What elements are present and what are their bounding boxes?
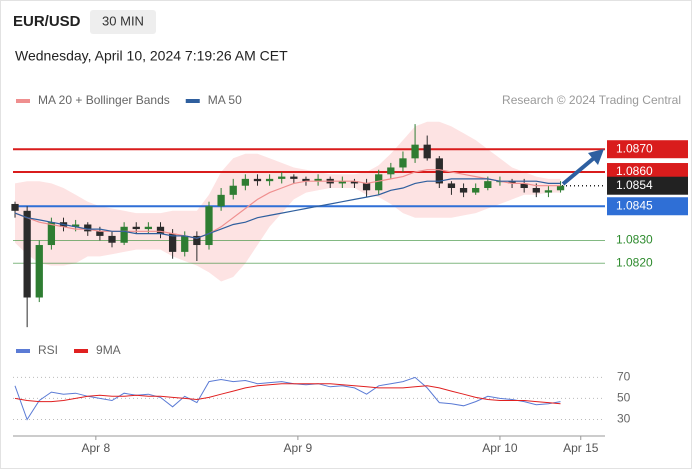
candle-body [253,178,262,182]
level-label: 1.0845 [616,198,653,212]
ma-line [14,169,561,239]
candle-body [472,188,480,193]
legend-label: MA 50 [208,93,242,107]
legend-swatch [185,99,200,103]
candle-body [23,210,31,298]
plot: MA 20 + Bollinger Bands MA 50 1.0870 1.0860… [11,93,688,455]
candle-body [544,190,553,193]
level-label: 1.0870 [616,141,653,155]
candle-body [423,144,431,159]
candle-body [338,181,346,184]
candle-body [290,176,298,179]
candle-body [435,158,443,184]
candle-body [447,183,456,188]
candle-body [47,222,56,246]
x-tick-label: Apr 9 [284,441,313,455]
source: Research © 2024 Trading Central [502,93,681,107]
candle-body [229,185,237,195]
candle-body [217,194,225,207]
legend-label: MA 20 + Bollinger Bands [38,93,170,107]
candle-body [35,245,43,298]
candle-body [168,233,177,252]
candle-body [278,176,286,179]
candle-body [532,188,540,193]
candle-body [11,203,19,211]
candle-body [411,144,419,159]
level-label: 1.0820 [616,255,653,269]
candle-body [120,226,128,243]
candle-body [484,181,492,188]
candle-body [181,235,189,252]
candle-body [96,231,104,236]
legend-label: RSI [38,343,58,357]
timeframe: 30 MIN [102,13,144,28]
y-tick-label: 70 [617,370,631,384]
x-tick-label: Apr 15 [563,441,599,455]
level-label: 1.0854 [616,178,653,192]
level-box [607,197,688,216]
candle-body [144,226,153,230]
candle-body [205,206,213,246]
candle-body [84,224,92,232]
candle-body [508,181,516,184]
y-tick-label: 30 [617,412,631,426]
candle-body [314,178,322,182]
timeframe-box [90,10,156,34]
indicator-line [14,383,561,405]
datetime: Wednesday, April 10, 2024 7:19:26 AM CET [15,48,288,64]
candle-body [556,185,565,191]
candle-body [399,158,407,168]
indicator-line [14,376,561,421]
candle-body [108,235,116,243]
level-label: 1.0830 [616,233,653,247]
candle-body [193,235,201,246]
level-box [607,140,688,159]
candle-body [375,174,383,191]
candle-body [265,178,274,182]
trend-arrow [561,149,604,186]
candle-body [156,226,165,234]
candle-body [459,188,468,193]
candle-body [302,178,310,182]
legend-swatch [74,349,89,353]
level-label: 1.0860 [616,164,653,178]
candle-body [362,183,371,191]
arrow-shaft [561,156,596,186]
level-box [607,176,688,195]
level-box [607,163,688,182]
arrow-head [588,149,604,165]
ma-line [14,178,561,239]
bollinger-band [15,121,561,282]
candle-body [350,181,359,184]
legend-swatch [16,99,30,103]
legend-swatch [16,349,30,353]
y-tick-label: 50 [617,391,631,405]
candle-body [241,178,249,186]
x-tick-label: Apr 8 [81,441,110,455]
candle-body [520,183,528,188]
symbol: EUR/USD [13,13,81,30]
candle-body [132,226,140,230]
legend-label: 9MA [96,343,121,357]
x-tick-label: Apr 10 [482,441,518,455]
candle-body [71,224,80,227]
candle-body [387,167,395,175]
